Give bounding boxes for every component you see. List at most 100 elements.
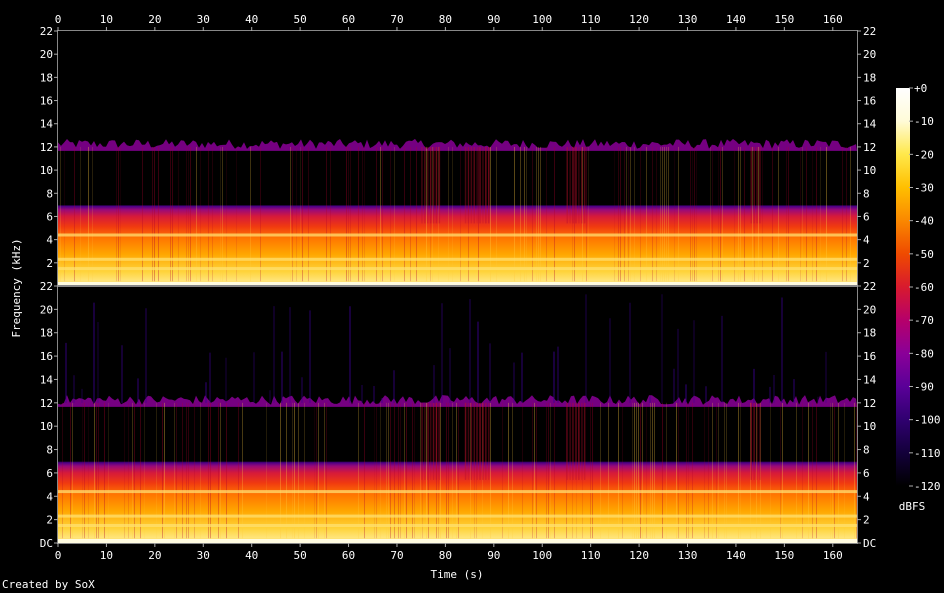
texture-streak [726, 402, 727, 543]
texture-streak [438, 402, 439, 543]
texture-streak [448, 146, 449, 286]
texture-streak [292, 402, 293, 543]
texture-streak [120, 146, 121, 286]
x-bottom-tick-label: 70 [390, 549, 403, 562]
y-tick-label-left: 12 [40, 141, 53, 154]
x-bottom-tick-label: 90 [487, 549, 500, 562]
texture-streak [104, 402, 105, 543]
texture-streak [636, 402, 637, 543]
texture-streak [416, 146, 417, 286]
texture-streak [314, 402, 315, 543]
texture-streak [404, 402, 405, 543]
texture-streak [582, 146, 583, 286]
texture-streak [696, 146, 697, 286]
texture-streak [582, 402, 583, 543]
texture-streak [802, 402, 803, 543]
texture-streak [854, 402, 855, 543]
texture-streak [618, 146, 619, 286]
loud-streak [756, 402, 758, 480]
y-tick-label-left: 6 [46, 210, 53, 223]
y-tick-label-right: 10 [863, 164, 876, 177]
colorbar-tick-label: -20 [914, 148, 934, 161]
x-top-tick-label: 130 [678, 13, 698, 26]
y-tick-label-right: 20 [863, 303, 876, 316]
texture-streak [532, 146, 533, 286]
colorbar-tick-label: -110 [914, 447, 941, 460]
y-tick-label-right: 2 [863, 257, 870, 270]
texture-streak [190, 146, 191, 286]
texture-streak [388, 402, 389, 543]
spectral-band [58, 514, 857, 518]
texture-streak [172, 146, 173, 286]
loud-streak [432, 146, 435, 224]
y-tick-label-left: 8 [46, 444, 53, 457]
texture-streak [84, 402, 85, 543]
frame-bottom [57, 285, 858, 544]
texture-streak [62, 402, 63, 543]
texture-streak [718, 402, 719, 543]
y-tick-label-left: 16 [40, 95, 53, 108]
texture-streak [374, 402, 375, 543]
texture-streak [550, 402, 551, 543]
loud-streak [435, 402, 438, 480]
texture-streak [446, 402, 447, 543]
texture-streak [536, 146, 537, 286]
texture-streak [526, 146, 527, 286]
texture-streak [428, 402, 429, 543]
y-tick-label-left: 10 [40, 164, 53, 177]
texture-streak [712, 402, 713, 543]
x-bottom-tick-label: 0 [55, 549, 62, 562]
texture-streak [294, 402, 295, 543]
texture-streak [98, 402, 99, 543]
texture-streak [226, 146, 227, 286]
texture-streak [330, 146, 331, 286]
texture-streak [614, 146, 615, 286]
loud-streak [438, 146, 441, 224]
texture-streak [620, 146, 621, 286]
loud-streak [581, 146, 583, 224]
texture-streak [236, 146, 237, 286]
texture-streak [72, 402, 73, 543]
footer-credit: Created by SoX [2, 578, 95, 591]
texture-streak [522, 402, 523, 543]
texture-streak [572, 146, 573, 286]
texture-streak [690, 146, 691, 286]
texture-streak [300, 146, 301, 286]
texture-streak [826, 146, 827, 286]
y-tick-label-right: 16 [863, 95, 876, 108]
spectral-body-1 [58, 140, 857, 286]
texture-streak [738, 146, 739, 286]
y-tick-label-left: 20 [40, 48, 53, 61]
y-tick-label-left: 12 [40, 397, 53, 410]
texture-streak [426, 402, 427, 543]
texture-streak [770, 402, 771, 543]
texture-streak [536, 402, 537, 543]
spectral-band [58, 524, 857, 527]
loud-streak [575, 146, 577, 224]
texture-streak [490, 146, 491, 286]
x-bottom-tick-label: 60 [342, 549, 355, 562]
colorbar-label: dBFS [899, 500, 926, 513]
texture-streak [650, 402, 651, 543]
texture-streak [660, 146, 661, 286]
texture-streak [260, 146, 261, 286]
texture-streak [678, 146, 679, 286]
texture-streak [326, 402, 327, 543]
texture-streak [832, 402, 833, 543]
loud-streak [578, 146, 580, 224]
texture-streak [456, 402, 457, 543]
texture-streak [618, 402, 619, 543]
texture-streak [554, 402, 555, 543]
texture-streak [856, 402, 857, 543]
texture-streak [662, 402, 663, 543]
loud-streak [421, 146, 423, 224]
y-tick-label-right: 22 [863, 25, 876, 38]
y-tick-label-left: 22 [40, 25, 53, 38]
texture-streak [426, 146, 427, 286]
texture-streak [788, 146, 789, 286]
loud-streak [424, 402, 426, 480]
texture-streak [738, 402, 739, 543]
texture-streak [724, 402, 725, 543]
